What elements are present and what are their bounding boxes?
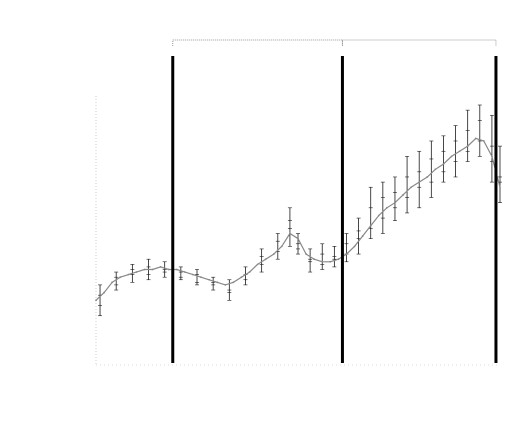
series-1-point-1 — [95, 299, 97, 302]
series-1-point-23 — [272, 253, 275, 255]
series-1-point-41 — [418, 181, 421, 184]
series-1-point-50 — [491, 155, 493, 158]
phase-bracket-1 — [172, 39, 343, 46]
series-1-point-12 — [183, 271, 186, 273]
series-1-point-20 — [248, 271, 251, 273]
series-1-point-39 — [402, 194, 404, 196]
series-1-point-34 — [361, 235, 364, 237]
series-1-point-10 — [167, 268, 170, 271]
series-1-point-28 — [313, 258, 316, 261]
phase-bracket-2 — [341, 39, 497, 46]
series-1-point-16 — [216, 281, 219, 284]
series-1-point-44 — [442, 163, 445, 166]
series-1-point-25 — [289, 232, 291, 235]
series-1-point-19 — [240, 276, 243, 279]
series-1-point-43 — [434, 168, 437, 171]
series-1-line — [95, 137, 501, 301]
series-1-point-47 — [466, 145, 469, 148]
series-1-point-42 — [426, 176, 429, 178]
phase-brackets — [172, 39, 497, 46]
series-1-point-26 — [297, 237, 299, 240]
series-1-point-5 — [127, 273, 130, 276]
series-1-point-18 — [232, 281, 235, 284]
series-1-point-35 — [369, 224, 372, 227]
series-1-point-17 — [224, 284, 227, 286]
series-1-point-14 — [200, 276, 202, 279]
series-1-point-15 — [208, 278, 211, 281]
series-1-point-33 — [353, 245, 356, 248]
series-1-point-32 — [345, 253, 348, 255]
series-1-point-24 — [280, 245, 283, 248]
series-1-point-4 — [119, 276, 122, 279]
series-1-point-49 — [482, 140, 485, 142]
series-1-point-37 — [385, 206, 388, 209]
series-1-point-40 — [410, 186, 413, 189]
phase-dividers — [171, 56, 498, 363]
series-1-point-22 — [264, 258, 267, 261]
series-1-point-38 — [394, 201, 396, 204]
series-1-point-3 — [111, 281, 114, 284]
series-1-point-36 — [377, 214, 380, 217]
series-1-point-2 — [103, 291, 105, 294]
series-1-point-6 — [135, 271, 138, 273]
series-1-point-21 — [256, 263, 259, 266]
series-1-point-7 — [143, 268, 146, 271]
series-1-point-27 — [305, 253, 307, 255]
trend-series — [95, 137, 501, 302]
series-1-point-29 — [321, 260, 324, 263]
ohlc-markers — [98, 104, 502, 317]
series-1-point-46 — [458, 150, 461, 153]
series-1-point-11 — [175, 268, 178, 271]
series-1-point-8 — [151, 268, 154, 271]
series-1-point-30 — [329, 260, 332, 263]
series-1-point-48 — [474, 137, 477, 140]
series-1-point-31 — [337, 258, 340, 261]
series-1-point-51 — [499, 186, 501, 189]
series-1-point-9 — [159, 266, 162, 268]
series-1-point-13 — [192, 273, 194, 276]
series-1-point-45 — [450, 155, 453, 158]
